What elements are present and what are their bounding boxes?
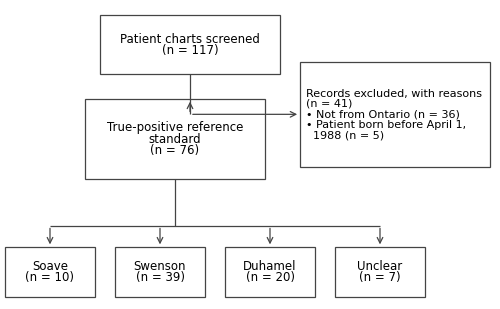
Text: (n = 7): (n = 7) xyxy=(359,271,401,284)
Text: • Not from Ontario (n = 36): • Not from Ontario (n = 36) xyxy=(306,109,460,119)
Text: 1988 (n = 5): 1988 (n = 5) xyxy=(306,130,384,140)
Text: standard: standard xyxy=(148,133,202,146)
Text: Swenson: Swenson xyxy=(134,260,186,273)
Text: Unclear: Unclear xyxy=(358,260,403,273)
FancyBboxPatch shape xyxy=(225,247,315,297)
FancyBboxPatch shape xyxy=(300,62,490,167)
Text: Soave: Soave xyxy=(32,260,68,273)
Text: Patient charts screened: Patient charts screened xyxy=(120,33,260,46)
FancyBboxPatch shape xyxy=(100,15,280,74)
Text: (n = 20): (n = 20) xyxy=(246,271,294,284)
Text: (n = 10): (n = 10) xyxy=(26,271,74,284)
Text: Duhamel: Duhamel xyxy=(243,260,297,273)
Text: (n = 117): (n = 117) xyxy=(162,44,218,57)
Text: (n = 39): (n = 39) xyxy=(136,271,184,284)
Text: • Patient born before April 1,: • Patient born before April 1, xyxy=(306,120,466,130)
FancyBboxPatch shape xyxy=(335,247,425,297)
Text: Records excluded, with reasons: Records excluded, with reasons xyxy=(306,89,482,99)
Text: (n = 76): (n = 76) xyxy=(150,144,200,157)
FancyBboxPatch shape xyxy=(5,247,95,297)
FancyBboxPatch shape xyxy=(85,99,265,179)
Text: True-positive reference: True-positive reference xyxy=(107,121,243,134)
FancyBboxPatch shape xyxy=(115,247,205,297)
Text: (n = 41): (n = 41) xyxy=(306,99,352,109)
